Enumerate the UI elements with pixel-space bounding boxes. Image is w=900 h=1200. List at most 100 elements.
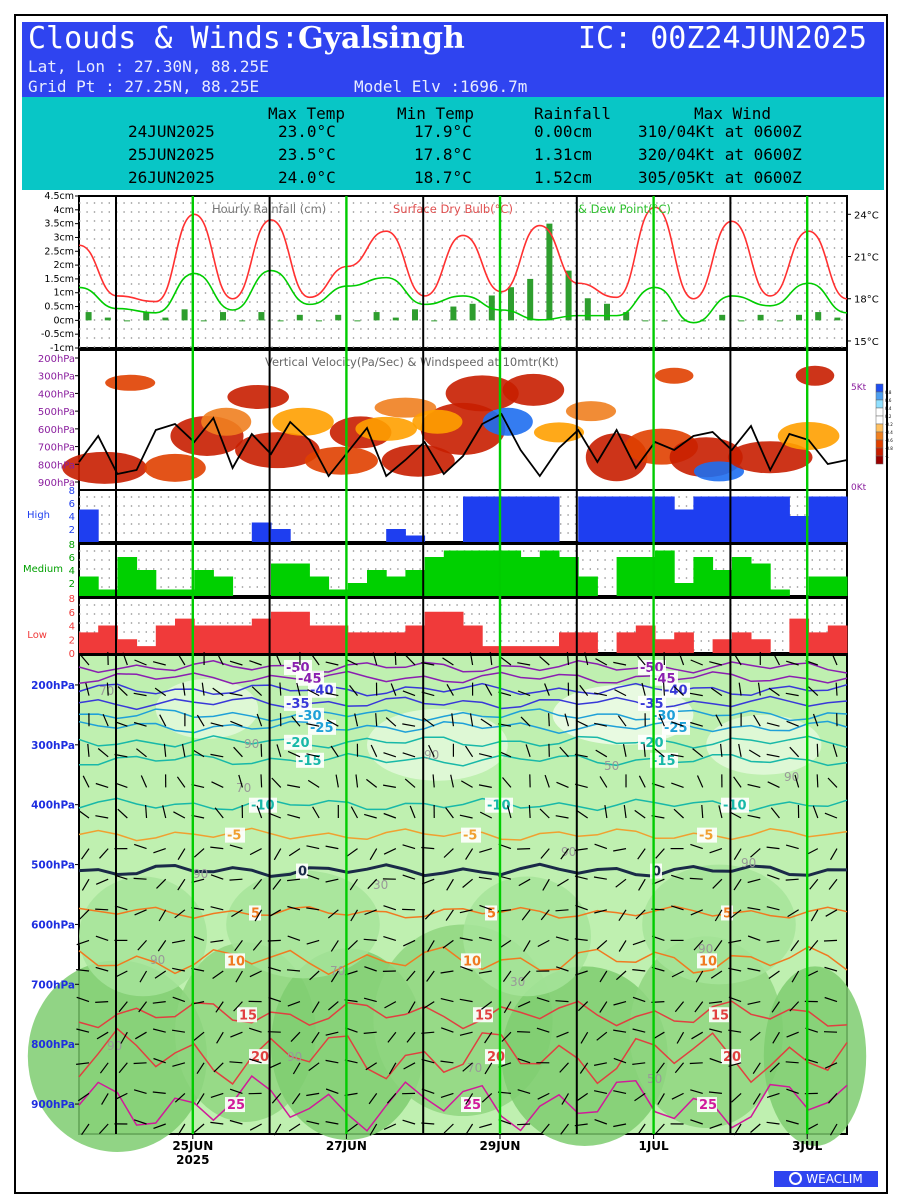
wind-barb	[753, 714, 761, 727]
wind-barb	[95, 966, 109, 972]
wind-barb	[484, 1031, 493, 1044]
wind-barb	[733, 848, 742, 861]
meteogram-panel	[78, 195, 848, 349]
wind-barb	[133, 1062, 147, 1065]
wind-barb	[201, 682, 205, 696]
cloud-low-bar	[559, 632, 579, 653]
velocity-cell	[654, 367, 694, 384]
wind-barb	[233, 1001, 243, 1012]
wind-barb	[99, 1062, 109, 1074]
wind-barb	[692, 748, 704, 758]
cloud-high-bar	[520, 496, 541, 542]
wind-barb	[85, 682, 90, 696]
row-rainfall: 1.31cm	[534, 145, 592, 164]
isotherm-label: -20	[286, 736, 310, 751]
wind-barb	[79, 909, 90, 920]
cloud-medium-bar	[463, 550, 483, 596]
wind-barb	[446, 878, 454, 891]
wind-barb	[307, 689, 320, 697]
wind-barb	[465, 848, 474, 860]
isotherm-label-bg	[650, 707, 678, 723]
wind-barb	[507, 805, 512, 819]
cloud-medium-bar	[751, 563, 771, 596]
col-header-min-temp: Min Temp	[397, 104, 475, 123]
cloud-medium-bar	[731, 557, 752, 596]
wind-barb	[517, 1031, 531, 1033]
wind-barb	[350, 806, 359, 819]
wind-barb	[115, 970, 128, 978]
wind-barb	[229, 1119, 243, 1125]
wind-barb	[599, 776, 608, 788]
wind-barb	[445, 807, 454, 819]
wind-barb	[249, 1123, 262, 1131]
wind-barb	[748, 749, 761, 758]
cloud-medium-bar	[482, 550, 502, 596]
logo-ring-icon	[789, 1172, 803, 1185]
rain-bar	[200, 320, 207, 322]
isotherm-label-bg	[650, 670, 678, 686]
cloud-high-bar	[501, 496, 522, 542]
wind-barb	[163, 743, 167, 757]
wind-barb	[502, 777, 512, 788]
wind-barb	[78, 809, 90, 819]
date-tick-label: 3JUL	[792, 1139, 823, 1153]
wind-barb	[785, 692, 799, 697]
row-rainfall: 0.00cm	[534, 122, 592, 141]
wind-barb	[229, 692, 243, 697]
rain-bar	[162, 317, 169, 321]
isotherm-label: 20	[723, 1050, 741, 1065]
wind-barb	[117, 808, 128, 819]
wind-barb	[172, 996, 186, 1003]
wind-barb	[832, 744, 838, 757]
isotherm-label: 5	[487, 906, 496, 921]
wind-barb	[521, 909, 531, 921]
isotherm-line	[78, 752, 848, 767]
wind-barb	[181, 743, 186, 757]
isotherm-label-bg	[284, 734, 312, 750]
velocity-pressure-label: 900hPa	[38, 478, 75, 489]
humidity-label: 90	[107, 1039, 122, 1053]
wind-barb	[767, 781, 780, 788]
wind-barb	[694, 1001, 704, 1013]
wind-barb	[536, 1027, 550, 1033]
row-max-wind: 310/04Kt at 0600Z	[638, 122, 802, 141]
cloud-low-bar	[463, 625, 483, 653]
wind-barb	[369, 848, 378, 861]
wind-barb	[517, 1089, 531, 1094]
wind-barb	[632, 1028, 646, 1033]
summary-table: Max Temp Min Temp Rainfall Max Wind 24JU…	[22, 97, 884, 190]
wind-barb	[718, 805, 723, 819]
wind-barb	[637, 848, 646, 860]
cloud-low-bar	[578, 632, 598, 653]
wind-barb	[469, 652, 474, 666]
wind-barb	[309, 970, 320, 981]
wind-barb	[382, 784, 396, 788]
wind-barb	[484, 1062, 493, 1075]
wind-barb	[275, 652, 282, 666]
wind-barb	[134, 659, 147, 666]
cloud-low-bar	[175, 618, 195, 653]
wind-barb	[196, 714, 205, 727]
wind-barb	[750, 1123, 761, 1133]
wind-barb	[544, 774, 550, 788]
wind-barb	[539, 808, 550, 819]
wind-barb	[349, 878, 359, 891]
wind-barb	[710, 970, 723, 979]
wind-barb	[134, 909, 147, 916]
isotherm-line	[78, 1000, 848, 1030]
wind-barb	[325, 661, 339, 666]
wind-barb	[655, 1123, 665, 1135]
header-location: Gyalsingh	[298, 21, 465, 56]
cloud-low-bar	[367, 632, 387, 653]
wind-barb	[404, 778, 416, 788]
cloud-high-bar	[751, 496, 771, 542]
wind-barb	[461, 780, 473, 788]
wind-barb	[229, 660, 243, 666]
wind-barb	[402, 1119, 416, 1125]
wind-barb	[579, 684, 589, 696]
wind-barb	[95, 815, 109, 819]
wind-barb	[539, 655, 550, 666]
velocity-legend-swatch	[875, 383, 884, 393]
wind-barb	[689, 1062, 703, 1065]
cloud-low-bar	[712, 639, 733, 653]
